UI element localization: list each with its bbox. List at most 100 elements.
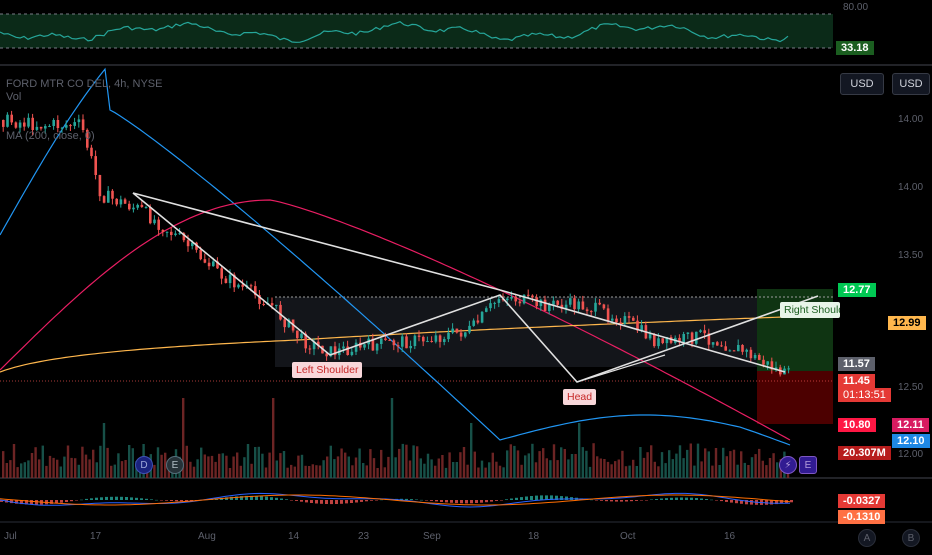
candle-body [363, 344, 366, 348]
volume-bar [617, 459, 620, 478]
candle-body [640, 325, 643, 331]
candle-body [270, 303, 274, 306]
candle-body [703, 330, 706, 334]
macd-histogram-bar [405, 498, 408, 500]
symbol-title[interactable]: FORD MTR CO DEL, 4h, NYSE [6, 78, 163, 90]
volume-bar [610, 464, 613, 478]
macd-histogram-bar [125, 497, 128, 500]
candle-body [153, 219, 156, 224]
legend-volume[interactable]: Vol [6, 91, 22, 103]
currency-button-2[interactable]: USD [892, 73, 930, 95]
time-tick: 18 [528, 531, 540, 542]
ma200-line [0, 316, 791, 373]
macd-histogram-bar [415, 499, 418, 500]
candle-body [165, 231, 169, 233]
earnings-badge[interactable]: E [166, 456, 184, 474]
volume-bar [48, 455, 52, 478]
volume-bar [628, 465, 631, 478]
volume-bar [563, 449, 566, 478]
volume-bar [696, 443, 700, 478]
volume-bar [632, 459, 635, 478]
macd-histogram-bar [545, 495, 548, 500]
macd-histogram-bar [490, 500, 493, 502]
macd-histogram-bar [615, 500, 618, 502]
candle-body [581, 301, 585, 310]
left-shoulder-label[interactable]: Left Shoulder [292, 362, 363, 378]
volume-bar [336, 456, 340, 478]
volume-bar [358, 448, 361, 478]
volume-bar [484, 467, 487, 478]
volume-bar [189, 461, 192, 478]
time-tick: 23 [358, 531, 370, 542]
dividend-badge[interactable]: D [135, 456, 153, 474]
candle-body [44, 126, 47, 129]
volume-bar [354, 457, 358, 478]
candle-body [527, 294, 530, 296]
candle-body [716, 342, 719, 346]
volume-bar [549, 460, 552, 478]
macd-histogram-bar [110, 496, 113, 500]
volume-bar [88, 459, 91, 478]
volume-bar [711, 465, 714, 478]
volume-bar [678, 445, 682, 478]
macd-histogram-bar [480, 500, 483, 503]
candle-body [27, 117, 30, 127]
candle-body [569, 298, 572, 305]
volume-bar [282, 451, 286, 478]
macd-histogram-bar [325, 500, 328, 504]
candle-body [657, 338, 660, 347]
candle-body [417, 335, 421, 337]
candle-body [207, 262, 211, 267]
volume-bar [110, 465, 113, 478]
volume-bar [725, 456, 728, 478]
candle-body [111, 190, 114, 199]
candle-body [375, 343, 379, 351]
volume-bar [570, 454, 574, 478]
candle-body [745, 349, 748, 352]
candle-body [308, 348, 312, 350]
macd-histogram-bar [350, 500, 353, 503]
earnings-badge-2[interactable]: E [799, 456, 817, 474]
candle-body [283, 319, 286, 328]
macd-histogram-bar [430, 500, 433, 501]
lightning-icon[interactable]: ⚡ [779, 456, 797, 474]
volume-bar [5, 463, 8, 478]
macd-histogram-bar [300, 500, 303, 502]
volume-bar [642, 457, 646, 478]
candle-body [476, 320, 480, 323]
right-shoulder-label[interactable]: Right Shoulder [780, 302, 840, 318]
candle-body [594, 302, 597, 312]
volume-bar [34, 447, 37, 478]
macd-histogram-bar [80, 499, 83, 501]
candle-body [380, 338, 383, 344]
candle-body [102, 196, 106, 203]
macd-histogram-bar [470, 500, 473, 504]
stop-price-tag: 10.80 [838, 418, 876, 432]
macd-histogram-bar [105, 496, 108, 500]
candle-body [493, 302, 496, 304]
volume-bar [246, 444, 250, 478]
volume-bar [534, 462, 538, 478]
legend-ma200[interactable]: MA (200, close, 0) [6, 130, 95, 142]
macd-histogram-bar [670, 497, 673, 500]
currency-button-1[interactable]: USD [840, 73, 884, 95]
time-tick: Aug [198, 531, 216, 542]
volume-bar [250, 463, 253, 478]
macd-histogram-bar [340, 500, 343, 504]
macd-histogram-bar [15, 500, 18, 504]
macd-histogram-bar [445, 500, 448, 503]
volume-bar [768, 458, 772, 478]
macd-histogram-bar [20, 500, 23, 505]
candle-body [695, 331, 698, 344]
volume-bar [286, 467, 289, 478]
log-scale-button[interactable]: B [902, 529, 920, 547]
macd-histogram-bar [625, 500, 628, 502]
macd-histogram-bar [655, 499, 658, 500]
candle-body [720, 345, 723, 347]
auto-scale-button[interactable]: A [858, 529, 876, 547]
head-label[interactable]: Head [563, 389, 597, 405]
volume-bar [113, 464, 116, 478]
volume-bar [718, 465, 721, 478]
candle-body [144, 207, 148, 208]
candle-body [401, 336, 404, 347]
